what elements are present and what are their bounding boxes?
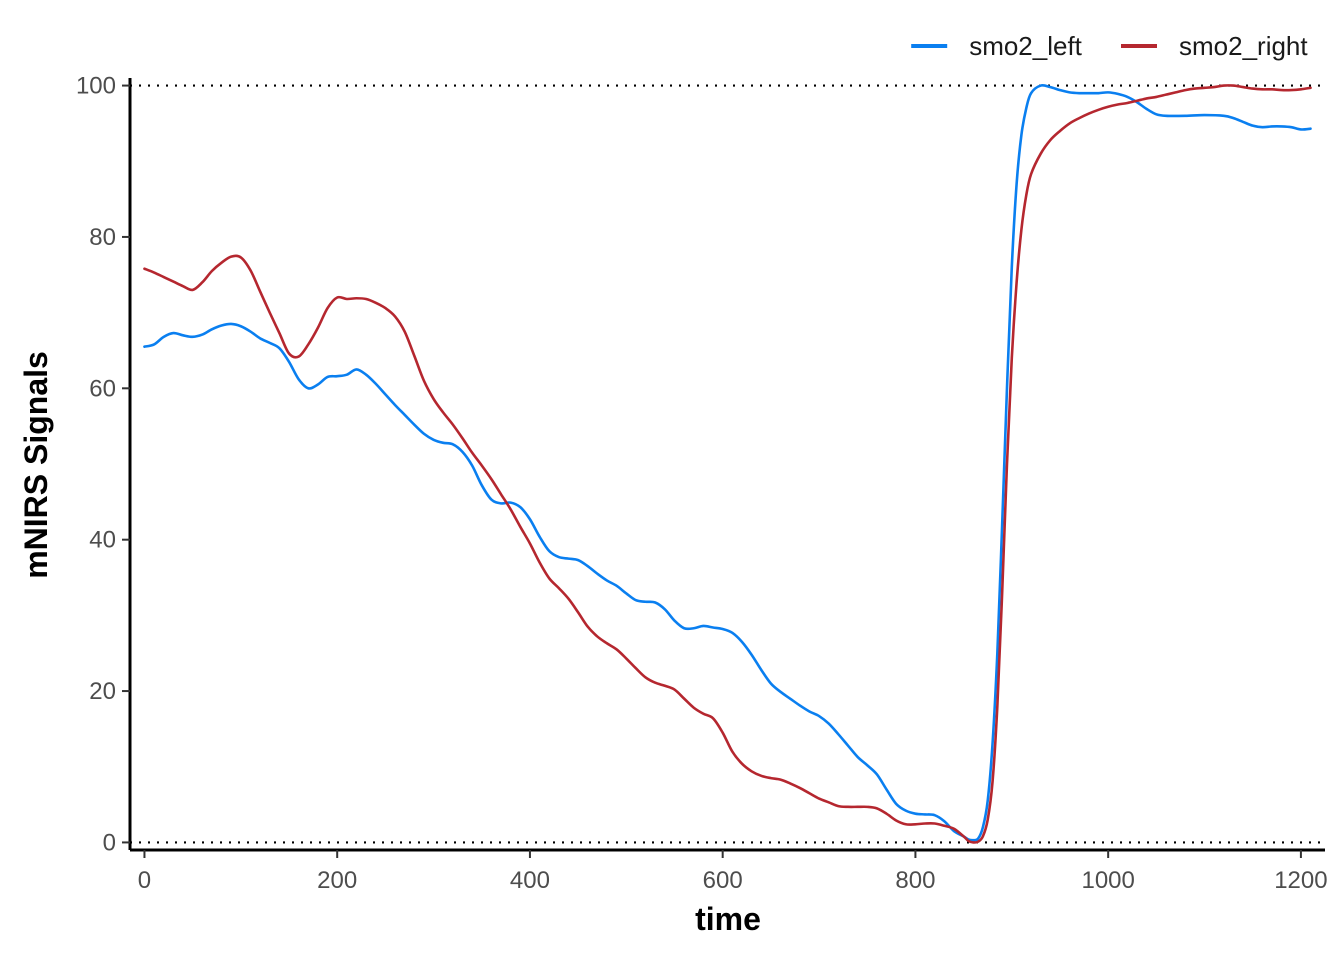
x-axis-title: time <box>695 901 761 937</box>
x-tick-label: 400 <box>510 867 550 894</box>
y-axis-ticks: 0 20 40 60 80 100 <box>76 73 130 856</box>
legend-label: smo2_right <box>1179 31 1308 61</box>
legend-item: smo2_left <box>911 31 1083 61</box>
x-axis-ticks: 0 200 400 600 800 1000 1200 <box>138 850 1328 894</box>
reference-lines <box>130 84 1325 844</box>
legend-item: smo2_right <box>1121 31 1308 61</box>
y-tick-label: 0 <box>103 829 116 856</box>
legend-label: smo2_left <box>969 31 1082 61</box>
series-line-smo2-left <box>143 83 1312 842</box>
x-tick-label: 0 <box>138 867 151 894</box>
series-line-smo2-right <box>143 84 1312 844</box>
x-tick-label: 200 <box>317 867 357 894</box>
x-tick-label: 600 <box>703 867 743 894</box>
y-tick-label: 40 <box>89 527 116 554</box>
y-tick-label: 60 <box>89 375 116 402</box>
legend: smo2_left smo2_right <box>911 31 1308 61</box>
series-lines <box>143 83 1312 844</box>
x-tick-label: 1000 <box>1081 867 1134 894</box>
y-tick-label: 80 <box>89 224 116 251</box>
y-tick-label: 20 <box>89 678 116 705</box>
x-tick-label: 800 <box>895 867 935 894</box>
y-axis-title: mNIRS Signals <box>18 351 54 579</box>
x-tick-label: 1200 <box>1274 867 1327 894</box>
y-tick-label: 100 <box>76 73 116 100</box>
